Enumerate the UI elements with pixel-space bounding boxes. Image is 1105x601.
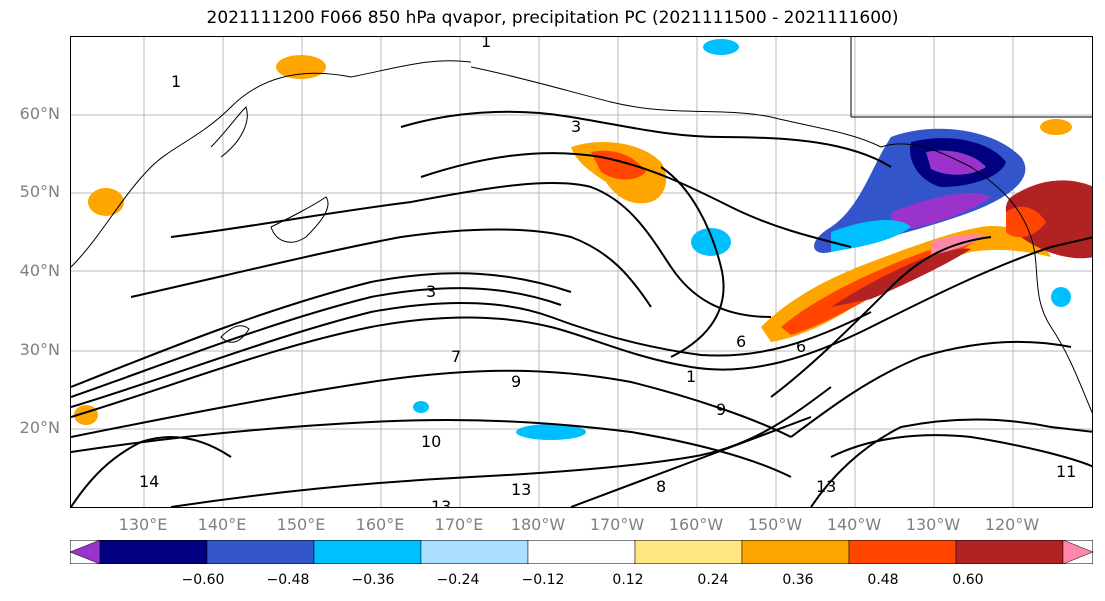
contour-label: 8 [656,477,666,496]
contour-label: 10 [421,432,441,451]
lon-label: 140°W [826,515,882,534]
lat-label: 40°N [19,261,60,280]
contour-label: 6 [796,337,806,356]
colorbar-cell [99,540,208,564]
contour-label: 6 [736,332,746,351]
colorbar-tick: 0.24 [697,572,729,588]
lon-label: 160°W [668,515,724,534]
lat-label: 50°N [19,182,60,201]
coastlines [71,37,1092,414]
colorbar-cell [527,540,636,564]
colorbar-tick: −0.12 [521,572,565,588]
colorbar-cell [848,540,957,564]
colorbar-cell [420,540,529,564]
map-canvas: 1 3 3 6 7 9 10 11 13 13 14 1 8 9 13 1 6 [71,37,1092,508]
colorbar-tick: 0.60 [952,572,984,588]
lat-label: 20°N [19,418,60,437]
lon-label: 170°E [434,515,484,534]
contour-labels: 1 3 3 6 7 9 10 11 13 13 14 1 8 9 13 1 6 [139,37,1076,508]
lon-label: 120°W [984,515,1040,534]
contour-label: 13 [431,497,451,508]
contour-label: 1 [171,72,181,91]
colorbar-tick: −0.36 [351,572,395,588]
lat-label: 30°N [19,340,60,359]
map-title: 2021111200 F066 850 hPa qvapor, precipit… [206,8,899,28]
contour-label: 3 [571,117,581,136]
colorbar-tick: −0.48 [266,572,310,588]
gridlines [71,37,1092,507]
lat-label: 60°N [19,104,60,123]
colorbar-tick: 0.48 [867,572,899,588]
contour-label: 13 [511,480,531,499]
contour-label: 13 [816,477,836,496]
colorbar-tick: 0.36 [782,572,814,588]
precip-anomaly-fills [74,39,1092,440]
map-panel: 1 3 3 6 7 9 10 11 13 13 14 1 8 9 13 1 6 [70,36,1093,508]
lon-label: 150°E [276,515,326,534]
contour-label: 14 [139,472,159,491]
lon-label: 150°W [747,515,803,534]
colorbar-tick: −0.60 [181,572,225,588]
colorbar-cell [634,540,743,564]
colorbar-tick: 0.12 [612,572,644,588]
colorbar-cell [313,540,422,564]
lon-label: 130°E [118,515,168,534]
contour-label: 7 [451,347,461,366]
lon-label: 130°W [905,515,961,534]
colorbar-cell [206,540,315,564]
colorbar-extension-low [70,540,101,564]
colorbar-tick: −0.24 [436,572,480,588]
contour-label: 9 [716,400,726,419]
colorbar-cell [955,540,1064,564]
contour-label: 3 [426,282,436,301]
lon-label: 140°E [197,515,247,534]
contour-label: 1 [686,367,696,386]
colorbar-extension-high [1062,540,1093,564]
contour-label: 1 [481,37,491,51]
contour-label: 9 [511,372,521,391]
contour-lines [71,110,1092,507]
contour-label: 11 [1056,462,1076,481]
colorbar [70,540,1093,564]
lon-label: 170°W [589,515,645,534]
lon-label: 160°E [355,515,405,534]
lon-label: 180°W [510,515,566,534]
colorbar-cell [741,540,850,564]
